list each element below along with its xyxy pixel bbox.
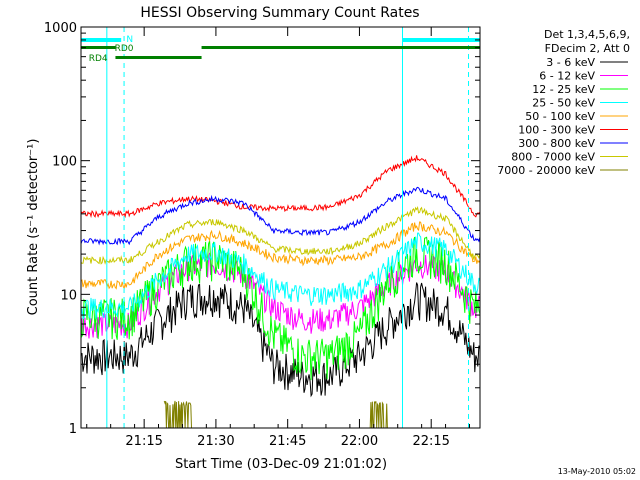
date-stamp: 13-May-2010 05:02 [558, 467, 636, 476]
series-line [80, 282, 481, 398]
y-tick-label: 100 [52, 155, 77, 170]
flag-bar-night [402, 38, 480, 42]
x-tick-label: 21:30 [197, 434, 234, 449]
flag-bar-rd0 [201, 46, 480, 49]
flag-bar-rd4 [115, 56, 202, 59]
axis-ticks: 1 10 100 1000 21:15 21:30 21:45 22:00 22:15 [44, 21, 480, 449]
legend-label: 800 - 7000 keV [511, 151, 595, 164]
flag-label: N [126, 35, 133, 45]
axes [80, 26, 481, 429]
legend-header-line-2: FDecim 2, Att 0 [545, 42, 630, 55]
legend-label: 12 - 25 keV [532, 83, 595, 96]
legend-label: 3 - 6 keV [546, 56, 595, 69]
legend-label: 7000 - 20000 keV [497, 164, 595, 177]
x-tick-label: 22:15 [412, 434, 449, 449]
plot-frame [80, 26, 481, 429]
y-axis-label: Count Rate (s⁻¹ detector⁻¹) [26, 139, 41, 316]
y-tick-label: 1 [69, 422, 77, 437]
legend-label: 300 - 800 keV [518, 137, 595, 150]
x-tick-label: 21:15 [125, 434, 162, 449]
series-line [80, 155, 481, 219]
flag-label: RD4 [89, 54, 108, 64]
x-tick-label: 21:45 [269, 434, 306, 449]
legend-label: 50 - 100 keV [525, 110, 595, 123]
series-line [80, 205, 481, 265]
flag-bar-night [81, 38, 122, 42]
series-line [80, 221, 481, 290]
chart-title: HESSI Observing Summary Count Rates [140, 5, 419, 21]
flag-label: RD0 [115, 44, 134, 54]
legend: Det 1,3,4,5,6,9, FDecim 2, Att 0 3 - 6 k… [497, 28, 630, 177]
y-tick-label: 1000 [44, 21, 77, 36]
series-line [80, 232, 481, 320]
legend-label: 6 - 12 keV [539, 70, 595, 83]
legend-label: 25 - 50 keV [532, 97, 595, 110]
x-tick-label: 22:00 [341, 434, 378, 449]
data-traces [80, 27, 481, 429]
x-axis-label: Start Time (03-Dec-09 21:01:02) [175, 457, 387, 472]
series-line [80, 186, 481, 246]
legend-header-line-1: Det 1,3,4,5,6,9, [544, 28, 630, 41]
series-line-7000-20000-kev [163, 400, 193, 429]
series-line-7000-20000-kev [368, 401, 388, 429]
series-line [80, 252, 481, 339]
series-line [80, 236, 481, 381]
y-tick-label: 10 [60, 288, 77, 303]
flag-bar-rd0 [81, 46, 116, 49]
legend-label: 100 - 300 keV [518, 124, 595, 137]
